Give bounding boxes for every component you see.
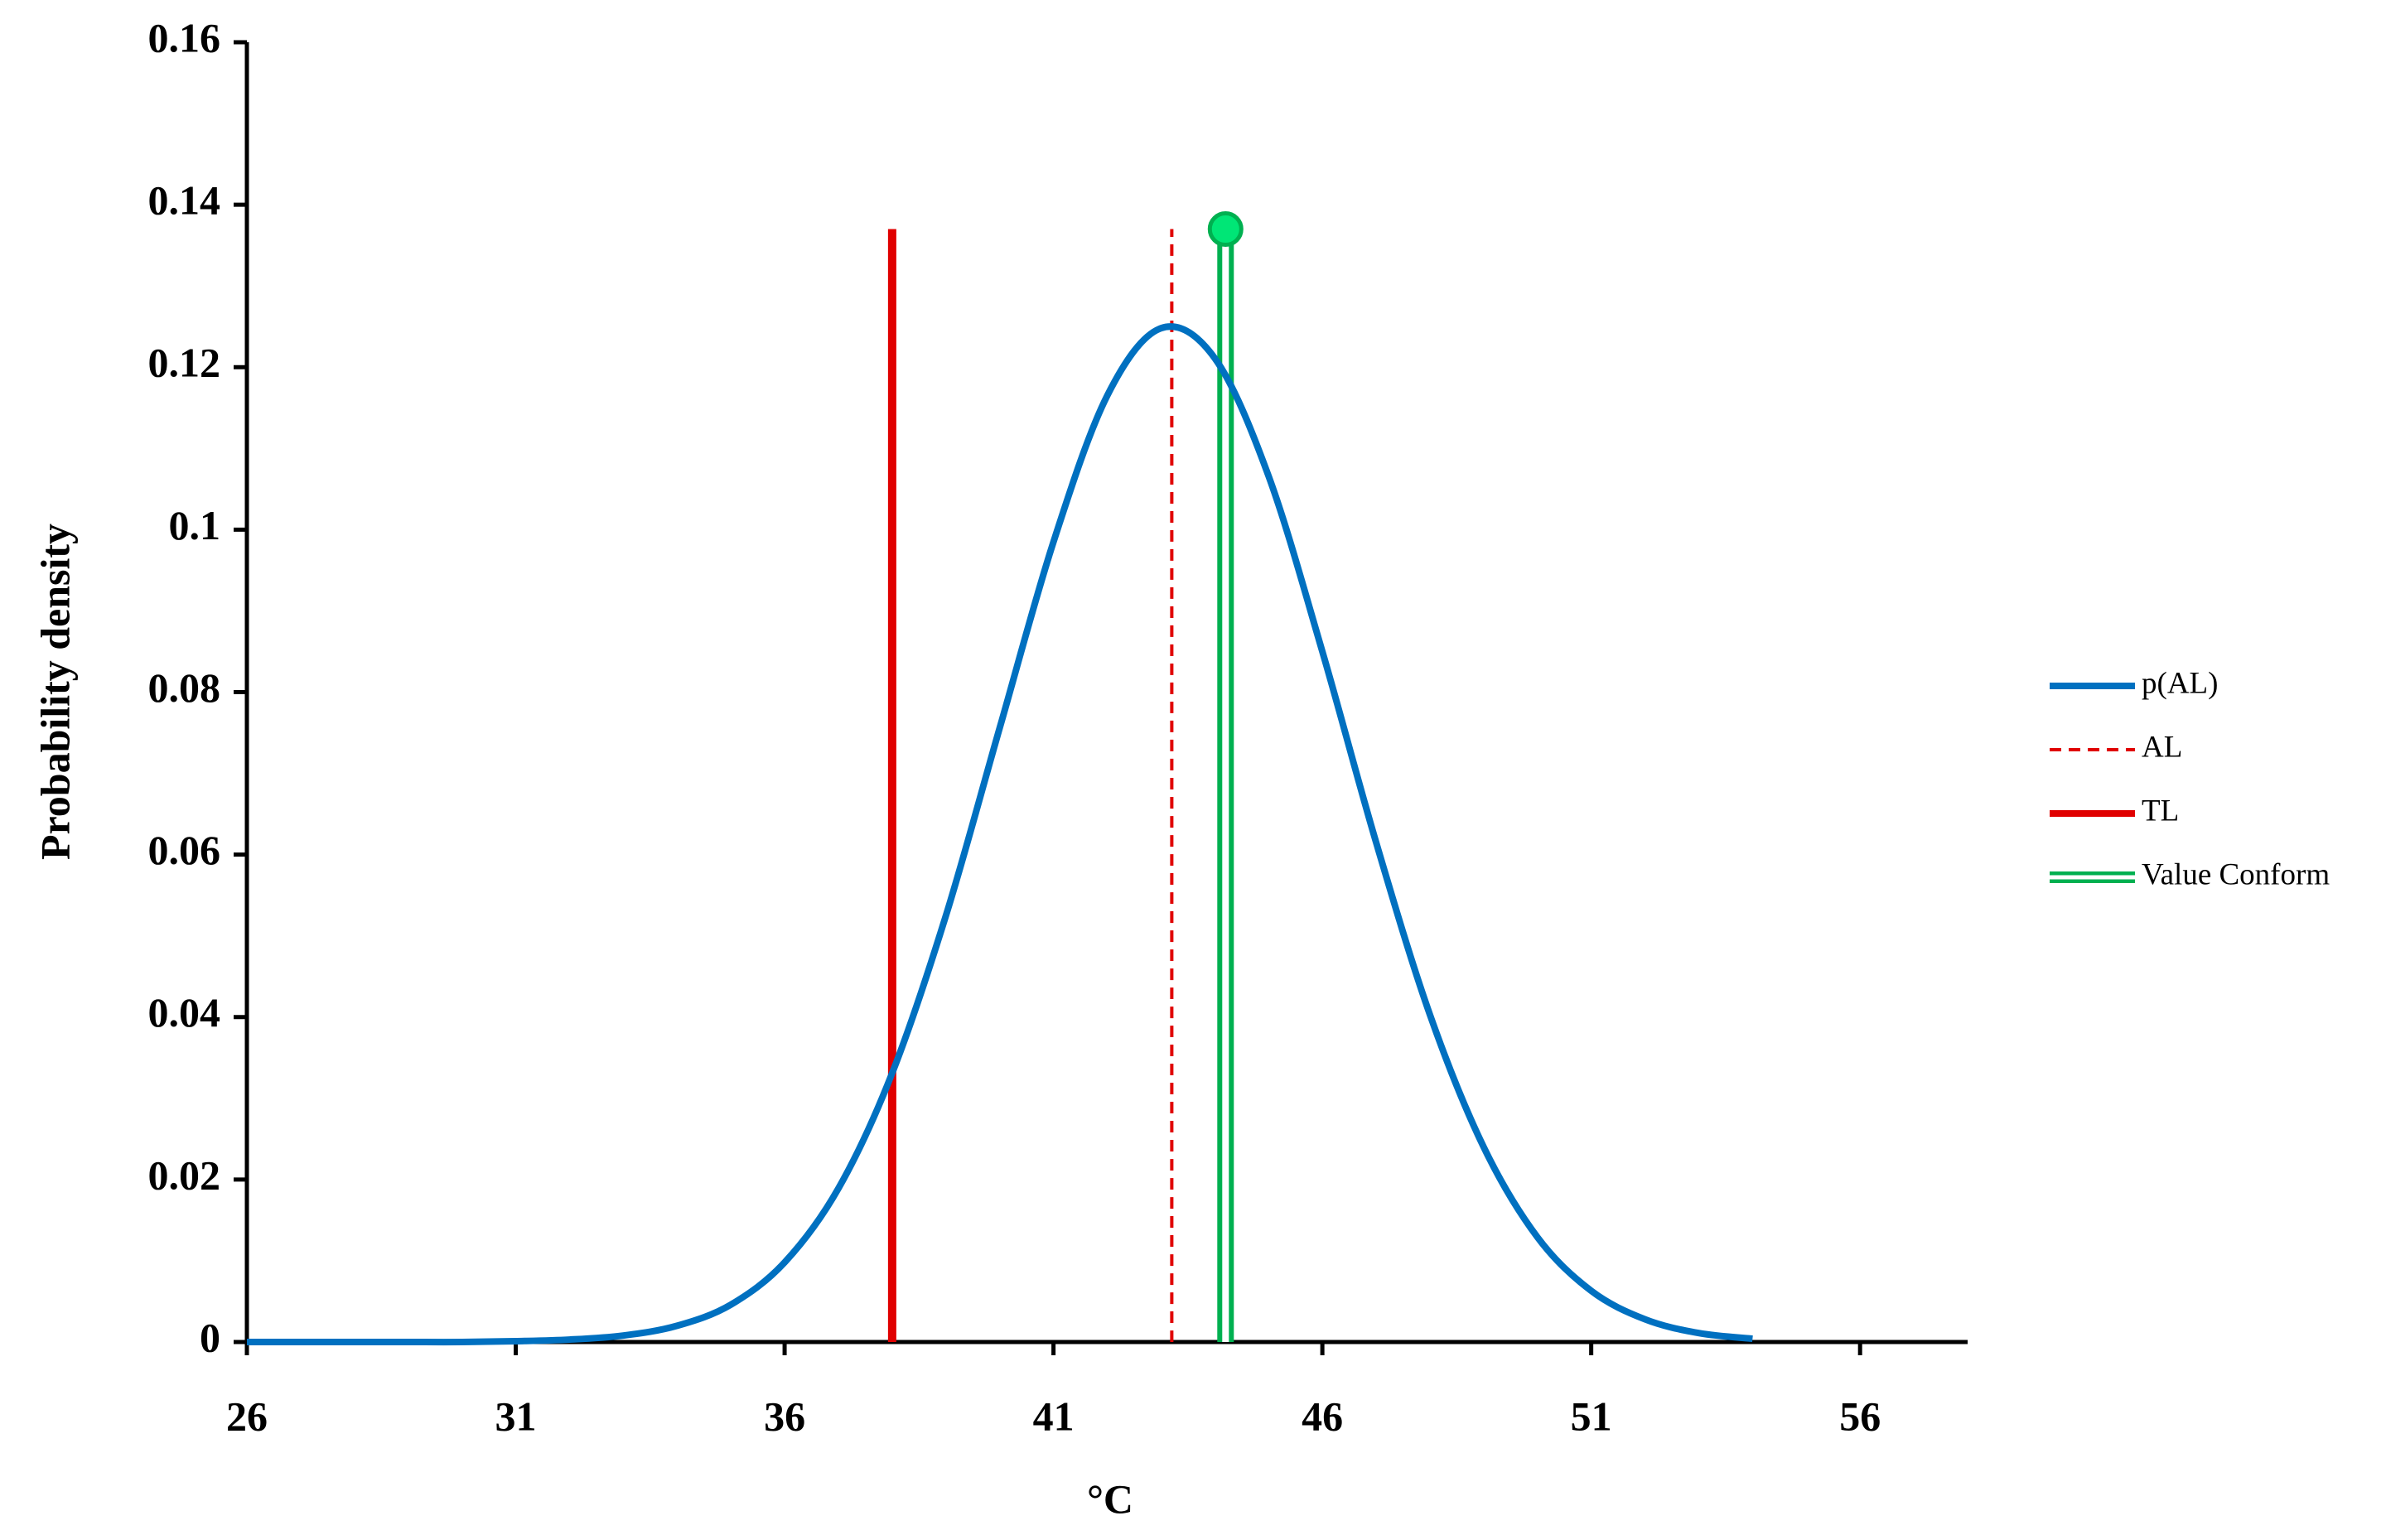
y-tick-label: 0.04 xyxy=(148,989,221,1036)
x-tick-label: 31 xyxy=(495,1393,537,1439)
x-tick-label: 26 xyxy=(226,1393,268,1439)
series-marker xyxy=(1207,211,1244,248)
y-tick-label: 0.16 xyxy=(148,14,221,60)
y-tick-label: 0.02 xyxy=(148,1151,221,1198)
y-tick-label: 0.08 xyxy=(148,664,221,711)
y-tick-label: 0.14 xyxy=(148,177,221,224)
x-tick-label: 56 xyxy=(1839,1393,1881,1439)
legend-label: AL xyxy=(2142,730,2182,764)
legend-label: TL xyxy=(2142,794,2179,828)
series-line xyxy=(247,323,1753,1346)
x-axis-title: °C xyxy=(1087,1475,1133,1522)
y-axis-title: Probability density xyxy=(31,524,78,860)
y-tick-label: 0.1 xyxy=(169,502,221,548)
x-tick-label: 41 xyxy=(1033,1393,1075,1439)
x-tick-label: 46 xyxy=(1302,1393,1343,1439)
legend-label: p(AL) xyxy=(2142,666,2218,700)
legend-label: Value Conform xyxy=(2142,857,2330,891)
y-tick-label: 0 xyxy=(200,1314,220,1360)
y-tick-label: 0.12 xyxy=(148,340,221,386)
x-tick-label: 36 xyxy=(764,1393,805,1439)
x-tick-label: 51 xyxy=(1571,1393,1612,1439)
y-tick-label: 0.06 xyxy=(148,827,221,873)
